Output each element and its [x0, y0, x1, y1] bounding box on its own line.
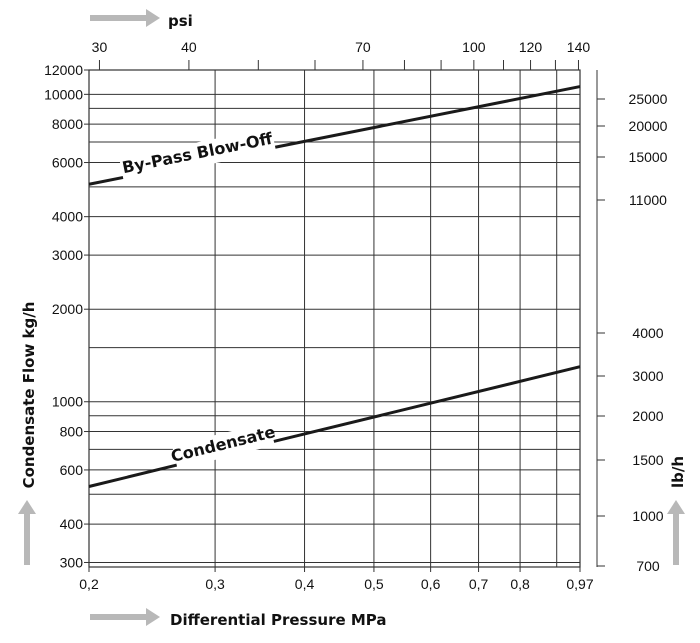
top-tick-label: 100 — [462, 39, 486, 55]
condensate-label-bg — [171, 421, 275, 469]
condensate-label-group: Condensate — [169, 421, 277, 469]
y-tick-label: 1000 — [52, 394, 83, 410]
top-tick-label: 30 — [92, 39, 108, 55]
grid-lines — [88, 69, 581, 567]
right-tick-label: 25000 — [629, 91, 668, 107]
right-arrow-icon — [667, 500, 685, 565]
x-tick-label: 0,5 — [364, 576, 384, 592]
condensate-label: Condensate — [169, 422, 277, 466]
axis-arrows — [18, 9, 685, 626]
right-tick-label: 15000 — [629, 149, 668, 165]
y-tick-label: 8000 — [52, 116, 83, 132]
x-tick-label: 0,8 — [510, 576, 530, 592]
top-tick-label: 40 — [181, 39, 197, 55]
bottom-arrow-icon — [90, 608, 160, 626]
top-tick-label: 140 — [567, 39, 591, 55]
chart-labels: By-Pass Blow-Off Condensate Differential P… — [20, 12, 687, 629]
y-tick-label: 10000 — [44, 86, 83, 102]
top-arrow-icon — [90, 9, 160, 27]
bypass-blowoff-label-group: By-Pass Blow-Off — [119, 127, 277, 182]
y-tick-label: 12000 — [44, 62, 83, 78]
right-tick-label: 3000 — [632, 368, 663, 384]
top-tick-label: 70 — [355, 39, 371, 55]
right-tick-label: 20000 — [629, 118, 668, 134]
y-tick-label: 300 — [60, 554, 84, 570]
right-axis-title: lb/h — [669, 456, 687, 488]
y-tick-label: 400 — [60, 516, 84, 532]
right-tick-label: 1000 — [632, 508, 663, 524]
y-tick-label: 600 — [60, 462, 84, 478]
y-axis-title: Condensate Flow kg/h — [20, 302, 38, 489]
right-tick-label: 1500 — [632, 452, 663, 468]
y-tick-label: 800 — [60, 424, 84, 440]
x-tick-label: 0,4 — [295, 576, 315, 592]
y-tick-label: 6000 — [52, 155, 83, 171]
x-tick-label: 0,2 — [79, 576, 99, 592]
x-tick-label: 0,97 — [566, 576, 593, 592]
right-tick-label: 11000 — [629, 192, 667, 208]
bypass-blowoff-label-bg — [119, 127, 277, 182]
left-arrow-icon — [18, 500, 36, 565]
x-tick-label: 0,6 — [421, 576, 441, 592]
plot-frame — [88, 69, 581, 568]
y-tick-label: 2000 — [52, 301, 83, 317]
chart-axes: 0,2 0,3 0,4 0,5 0,6 0,7 0,8 0,97 300 400 600 800 100… — [44, 39, 668, 592]
top-tick-label: 120 — [519, 39, 543, 55]
y-tick-label: 3000 — [52, 247, 83, 263]
x-axis-title: Differential Pressure MPa — [170, 611, 387, 629]
series-lines — [88, 85, 581, 488]
right-tick-label: 700 — [636, 558, 660, 574]
condensate-line — [88, 365, 581, 488]
x-tick-label: 0,3 — [205, 576, 225, 592]
x-tick-label: 0,7 — [469, 576, 489, 592]
top-axis-title: psi — [168, 12, 193, 30]
y-tick-label: 4000 — [52, 209, 83, 225]
right-tick-label: 2000 — [632, 408, 663, 424]
right-tick-label: 4000 — [632, 325, 663, 341]
